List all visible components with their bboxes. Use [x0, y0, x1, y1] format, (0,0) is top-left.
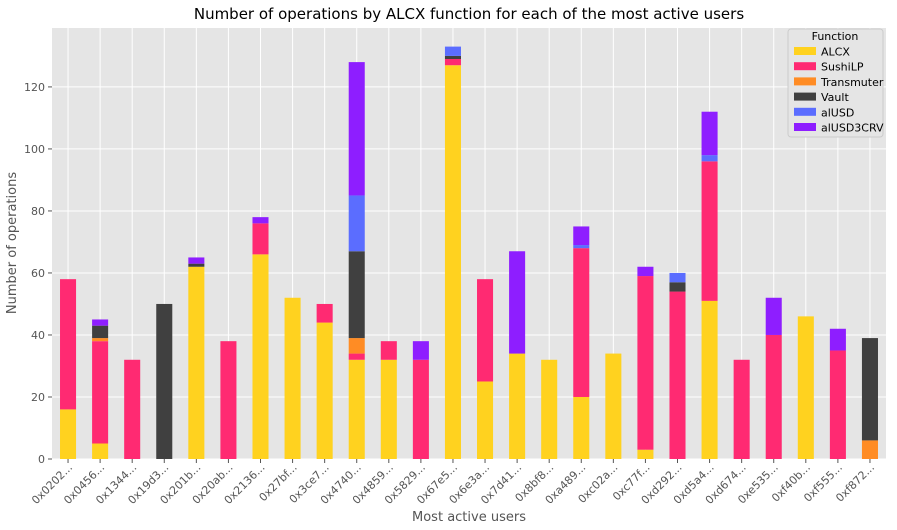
bar-segment-alcx: [284, 297, 301, 459]
bar-segment-vault: [156, 303, 173, 459]
bar-segment-alcx: [188, 266, 205, 459]
y-tick-label: 80: [31, 205, 45, 218]
chart-title: Number of operations by ALCX function fo…: [194, 5, 744, 23]
bar-segment-alcx: [541, 359, 558, 459]
bar-segment-vault: [861, 338, 878, 441]
bar-segment-alusd3crv: [92, 319, 109, 326]
y-tick-label: 60: [31, 267, 45, 280]
y-tick-label: 0: [38, 453, 45, 466]
bars-layer: [60, 46, 878, 460]
legend-label-transmuter: Transmuter: [820, 76, 884, 89]
bar-segment-alcx: [509, 353, 526, 459]
bar-segment-alusd3crv: [252, 217, 269, 224]
plot-area: [52, 28, 886, 459]
bar-segment-sushilp: [765, 334, 782, 459]
bar-segment-vault: [444, 55, 461, 60]
bar-segment-alusd: [669, 272, 686, 283]
bar-segment-alcx: [380, 359, 397, 459]
bar-segment-alusd: [701, 155, 718, 162]
bar-segment-alusd3crv: [188, 257, 205, 264]
bar-segment-sushilp: [573, 248, 590, 397]
bar-segment-alusd: [348, 195, 365, 252]
legend-label-alusd3crv: alUSD3CRV: [821, 122, 884, 135]
x-axis-title: Most active users: [412, 510, 526, 525]
bar-segment-alusd3crv: [765, 297, 782, 335]
legend-title: Function: [812, 30, 859, 43]
bar-segment-alcx: [477, 381, 494, 459]
bar-segment-sushilp: [444, 59, 461, 66]
bar-segment-sushilp: [92, 341, 109, 444]
bar-segment-transmuter: [861, 440, 878, 459]
bar-segment-sushilp: [316, 303, 333, 323]
bar-segment-sushilp: [124, 359, 141, 459]
bar-segment-alusd3crv: [573, 226, 590, 246]
legend-label-alcx: ALCX: [821, 46, 850, 59]
bar-segment-sushilp: [637, 276, 654, 450]
legend-label-vault: Vault: [821, 91, 849, 104]
bar-segment-alcx: [348, 359, 365, 459]
bar-segment-sushilp: [348, 353, 365, 360]
bar-segment-sushilp: [477, 279, 494, 382]
bar-segment-alcx: [60, 409, 77, 459]
bar-segment-alusd3crv: [637, 266, 654, 277]
bar-segment-alusd: [573, 245, 590, 249]
legend-swatch-vault: [794, 92, 816, 101]
legend-swatch-alcx: [794, 47, 816, 55]
bar-segment-alcx: [252, 254, 269, 459]
bar-segment-sushilp: [829, 350, 846, 459]
legend-swatch-sushilp: [794, 62, 816, 71]
bar-segment-sushilp: [252, 223, 269, 255]
bar-segment-sushilp: [412, 359, 429, 459]
bar-segment-alusd: [444, 46, 461, 56]
bar-segment-alcx: [797, 316, 814, 459]
bar-segment-alcx: [92, 443, 109, 459]
bar-segment-transmuter: [348, 338, 365, 354]
bar-segment-alcx: [316, 322, 333, 459]
x-axis-ticks: 0x0202...0x0456...0x1344...0x19d3...0x20…: [29, 459, 877, 507]
legend-swatch-alusd: [794, 107, 816, 116]
y-tick-label: 120: [24, 81, 45, 94]
y-axis-ticks: 0 20 40 60 80 100 120: [24, 81, 52, 466]
bar-segment-alcx: [701, 300, 718, 459]
bar-segment-transmuter: [92, 338, 109, 342]
bar-segment-alcx: [573, 396, 590, 459]
bar-segment-vault: [92, 325, 109, 339]
bar-segment-alcx: [637, 449, 654, 459]
y-tick-label: 100: [24, 143, 45, 156]
bar-segment-sushilp: [380, 341, 397, 360]
legend: Function ALCX SushiLP Transmuter Vault alUSD…: [787, 28, 884, 138]
legend-label-alusd: alUSD: [821, 106, 854, 119]
y-tick-label: 20: [31, 391, 45, 404]
y-axis-title: Number of operations: [5, 172, 20, 314]
bar-segment-vault: [669, 282, 686, 292]
y-tick-label: 40: [31, 329, 45, 342]
bar-segment-sushilp: [669, 291, 686, 459]
bar-segment-alusd3crv: [701, 111, 718, 156]
bar-segment-vault: [348, 251, 365, 339]
bar-segment-alcx: [605, 353, 622, 459]
bar-segment-sushilp: [733, 359, 750, 459]
bar-segment-vault: [188, 263, 205, 267]
bar-segment-alusd3crv: [412, 341, 429, 360]
bar-segment-alusd3crv: [348, 62, 365, 196]
bar-segment-sushilp: [220, 341, 237, 459]
bar-segment-alusd3crv: [829, 328, 846, 351]
legend-swatch-alusd3crv: [794, 123, 816, 131]
bar-segment-alcx: [444, 65, 461, 460]
legend-swatch-transmuter: [794, 77, 816, 86]
legend-label-sushilp: SushiLP: [821, 61, 864, 74]
bar-segment-alusd3crv: [509, 251, 526, 354]
bar-segment-sushilp: [701, 161, 718, 301]
legend-items: ALCX SushiLP Transmuter Vault alUSD alUSD3CRV: [794, 46, 884, 135]
bar-segment-sushilp: [60, 279, 77, 410]
